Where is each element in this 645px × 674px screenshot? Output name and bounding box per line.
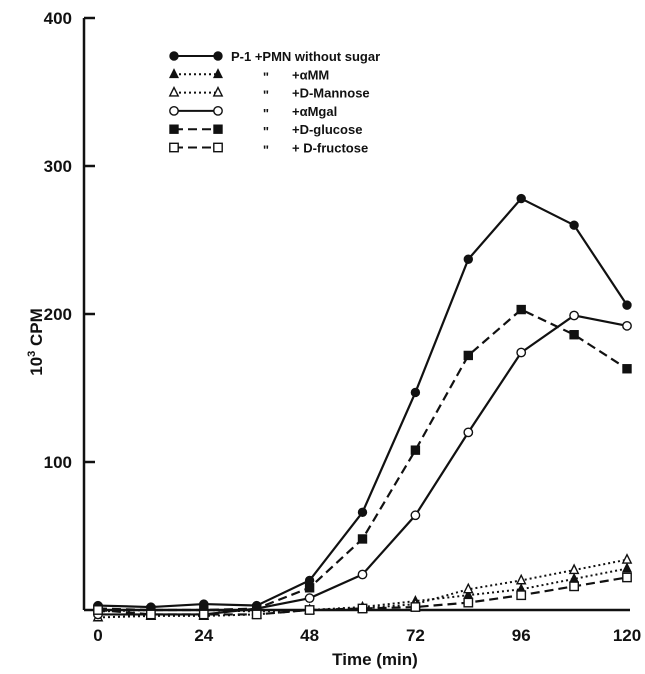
legend-marker	[169, 106, 179, 116]
legend-marker	[213, 51, 223, 61]
data-point	[463, 597, 474, 608]
series-4	[93, 310, 632, 620]
x-tick-label: 24	[194, 626, 213, 645]
data-point	[304, 583, 315, 593]
series-1	[93, 193, 632, 612]
legend-ditto-mark: "	[263, 88, 269, 103]
legend-label: +D-Mannose	[292, 86, 370, 101]
series-6	[93, 572, 632, 620]
y-axis-title-unit: CPM	[27, 308, 46, 351]
legend-item: " +D-Mannose	[168, 85, 370, 103]
legend-label: +αMM	[292, 67, 329, 82]
legend-marker	[213, 142, 223, 153]
data-point	[569, 220, 579, 230]
data-point	[410, 602, 421, 612]
legend-ditto-mark: "	[263, 106, 269, 121]
series-layer	[92, 193, 633, 622]
legend-item: " +αMgal	[169, 104, 337, 121]
legend-marker	[169, 51, 179, 61]
y-axis-title-exponent: 3	[26, 351, 38, 357]
data-point	[463, 350, 474, 361]
y-tick-label: 400	[44, 9, 72, 28]
legend-marker	[168, 85, 180, 97]
x-tick-label: 96	[512, 626, 531, 645]
data-point	[516, 347, 527, 358]
y-axis-title: 103 CPM	[26, 308, 46, 376]
data-point	[516, 304, 526, 315]
data-point	[357, 569, 368, 580]
data-point	[251, 609, 262, 620]
legend-marker	[212, 68, 224, 79]
legend: P-1 +PMN without sugar " +αMM " +D-Mannose " +…	[168, 49, 380, 158]
x-tick-label: 0	[93, 626, 102, 645]
legend-marker	[168, 68, 180, 79]
legend-label: P-1 +PMN without sugar	[231, 49, 380, 64]
data-point	[410, 445, 421, 455]
x-tick-label: 120	[613, 626, 641, 645]
y-tick-label: 300	[44, 157, 72, 176]
series-line	[97, 308, 628, 612]
data-point	[622, 320, 632, 331]
data-point	[357, 603, 368, 614]
legend-item: " + D-fructose	[169, 141, 368, 158]
legend-marker	[169, 124, 179, 134]
data-point	[93, 605, 103, 615]
data-point	[304, 605, 315, 615]
data-point	[515, 573, 527, 585]
series-line	[97, 197, 628, 609]
legend-ditto-mark: "	[263, 124, 269, 139]
data-point	[622, 572, 632, 583]
x-tick-label: 72	[406, 626, 425, 645]
series-5	[93, 304, 632, 615]
legend-marker	[213, 124, 223, 134]
axes	[82, 18, 630, 612]
data-point	[621, 553, 633, 564]
legend-item: P-1 +PMN without sugar	[169, 49, 380, 64]
data-point	[357, 534, 368, 544]
data-point	[198, 609, 209, 620]
legend-ditto-mark: "	[263, 143, 269, 158]
legend-marker	[212, 85, 224, 97]
legend-item: " +αMM	[168, 67, 329, 84]
y-axis-title-base: 10	[27, 357, 46, 376]
legend-marker	[169, 142, 179, 153]
x-tick-label: 48	[300, 626, 319, 645]
legend-label: + D-fructose	[292, 141, 368, 156]
data-point	[622, 300, 632, 310]
data-point	[569, 310, 579, 321]
data-point	[622, 364, 632, 374]
legend-marker	[213, 106, 223, 116]
series-line	[97, 576, 628, 616]
data-point	[462, 582, 474, 594]
data-point	[145, 609, 156, 620]
legend-item: " +D-glucose	[169, 122, 362, 139]
data-point	[410, 387, 421, 398]
data-point	[516, 193, 526, 204]
tick-marks: 100 200 300 400 0 24 48 72 96 120	[44, 9, 642, 645]
y-tick-label: 100	[44, 453, 72, 472]
data-point	[621, 562, 633, 573]
x-axis-title: Time (min)	[332, 650, 418, 669]
data-point	[357, 507, 368, 518]
y-tick-label: 200	[44, 305, 72, 324]
data-point	[569, 330, 579, 340]
legend-ditto-mark: "	[263, 69, 269, 84]
data-point	[569, 581, 580, 592]
data-point	[304, 593, 315, 604]
data-point	[568, 563, 580, 575]
data-point	[463, 254, 473, 264]
legend-label: +D-glucose	[292, 122, 362, 137]
data-point	[410, 510, 421, 521]
legend-label: +αMgal	[292, 104, 337, 119]
data-point	[463, 427, 474, 438]
data-point	[516, 590, 527, 601]
